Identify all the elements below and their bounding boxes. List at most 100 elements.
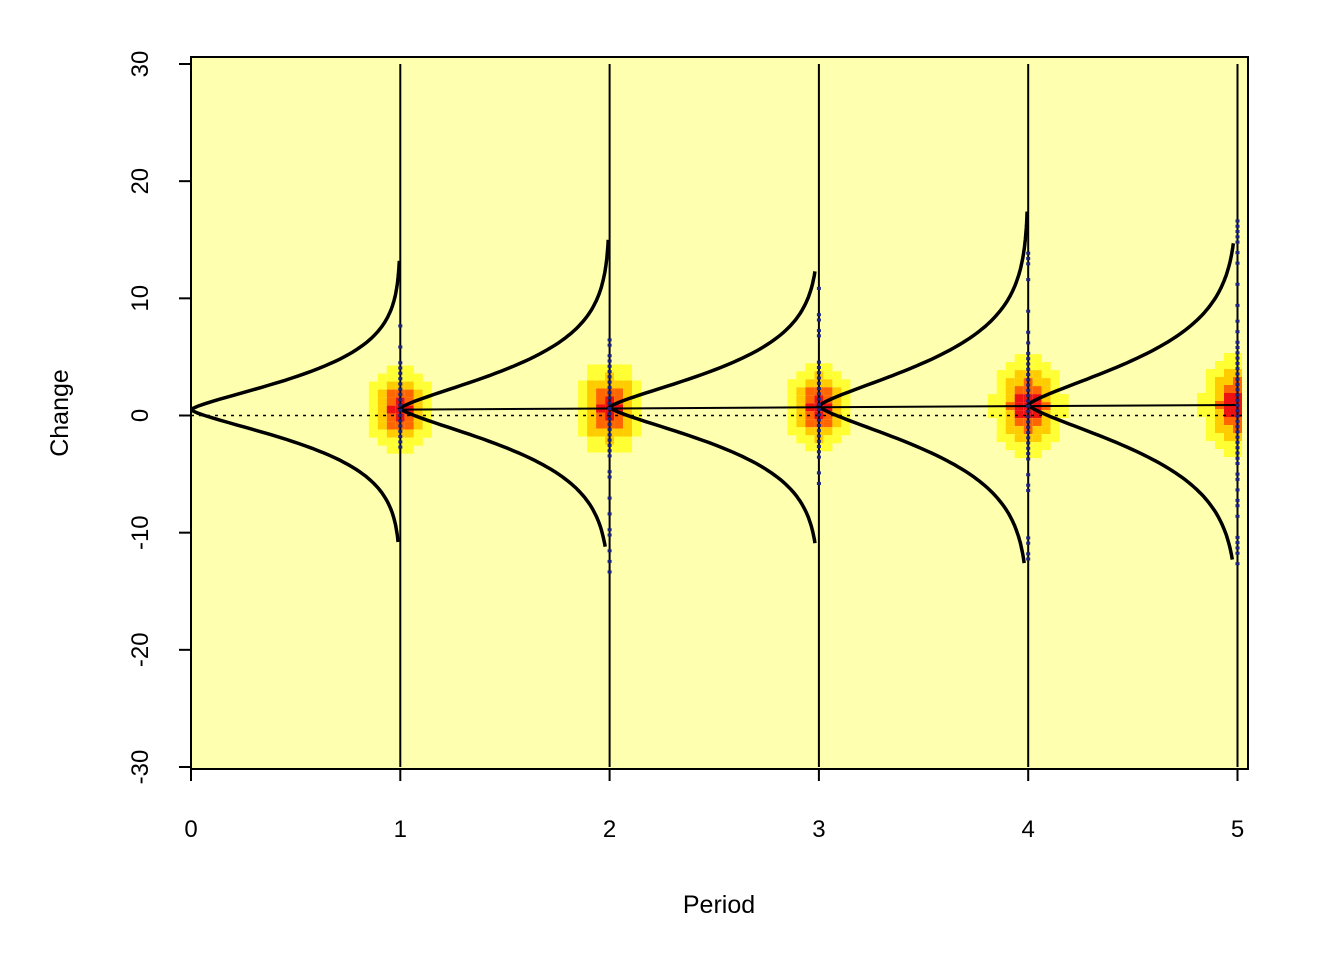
heat-cell [1206,393,1215,401]
heat-cell [377,437,387,446]
heat-cell [623,380,633,389]
observation-point [1235,488,1240,492]
heat-cell [578,380,588,389]
heat-cell [1215,433,1224,441]
heat-cell [404,373,414,382]
heat-cell [1206,433,1215,441]
heat-cell [377,413,387,422]
heat-cell [1005,434,1015,443]
observation-point [1026,341,1031,345]
observation-point [1026,436,1031,440]
observation-point [1235,240,1240,244]
observation-point [1235,251,1240,255]
heat-cell [823,427,833,436]
heat-cell [1215,441,1224,449]
heat-cell [386,421,396,430]
observation-point [816,381,821,385]
observation-point [1235,224,1240,228]
observation-point [398,424,403,428]
heat-cell [623,436,633,445]
x-tick-label: 3 [812,816,825,843]
heat-cell [587,372,597,381]
observation-point [816,366,821,369]
heat-cell [805,395,815,404]
observation-point [1026,452,1031,456]
heat-cell [841,427,851,436]
observation-point [607,375,612,379]
observation-point [1235,303,1240,307]
heat-cell [996,394,1006,403]
heat-cell [841,411,851,420]
heat-cell [587,436,597,445]
heat-cell [596,396,606,405]
observation-points [398,219,1240,574]
observation-point [1026,351,1031,355]
observation-point [1235,388,1240,392]
observation-point [816,387,821,391]
heat-cell [623,388,633,397]
observation-point [1026,357,1031,361]
observation-point [1026,378,1031,382]
observation-point [607,475,612,479]
observation-point [398,403,403,407]
heat-cell [614,388,624,397]
heat-cell [587,380,597,389]
heat-cell [805,379,815,388]
heat-cell [1005,386,1015,395]
observation-point [1026,388,1031,392]
heat-cell [805,435,815,444]
heat-cell [1032,426,1042,435]
heat-cell [614,364,624,373]
heat-cell [841,379,851,388]
heat-cell [1014,434,1024,443]
heat-cell [805,419,815,428]
heat-cell [796,379,806,388]
heat-cell [1014,450,1024,459]
observation-point [816,413,821,417]
heat-cell [596,428,606,437]
heat-cell [1215,393,1224,401]
observation-point [1026,262,1031,266]
observation-point [816,434,821,438]
observation-point [1235,419,1240,423]
heat-cell [1014,426,1024,435]
observation-point [816,471,821,475]
heat-cell [1224,369,1233,377]
observation-point [607,428,612,432]
observation-point [607,396,612,400]
observation-point [398,414,403,417]
heat-cell [632,380,642,389]
heat-cell [1050,434,1060,443]
heat-cell [404,445,414,454]
heat-cell [614,412,624,421]
heat-cell [404,429,414,438]
heat-cell [996,386,1006,395]
observation-point [1026,483,1031,487]
observation-point [607,570,612,574]
heat-cell [1041,434,1051,443]
observation-point [1235,261,1240,265]
heat-cell [832,427,842,436]
heat-cell [377,373,387,382]
observation-point [1235,361,1240,365]
observation-point [398,398,403,402]
observation-point [607,391,612,395]
heat-cell [368,381,378,390]
heat-cell [823,363,833,372]
observation-point [607,496,612,500]
heat-cell [377,389,387,398]
observation-point [1026,394,1031,398]
x-axis-title: Period [683,891,755,919]
heat-cell [404,413,414,422]
heat-cell [805,371,815,380]
density-curve [190,260,402,543]
observation-point [1235,551,1240,555]
observation-point [1235,404,1240,407]
observation-point [1235,435,1240,439]
observation-point [1026,425,1031,429]
observation-point [607,438,612,442]
heat-cell [1014,378,1024,387]
heat-cell [413,437,423,446]
y-tick-label: -20 [127,632,154,667]
observation-point [1026,409,1031,413]
